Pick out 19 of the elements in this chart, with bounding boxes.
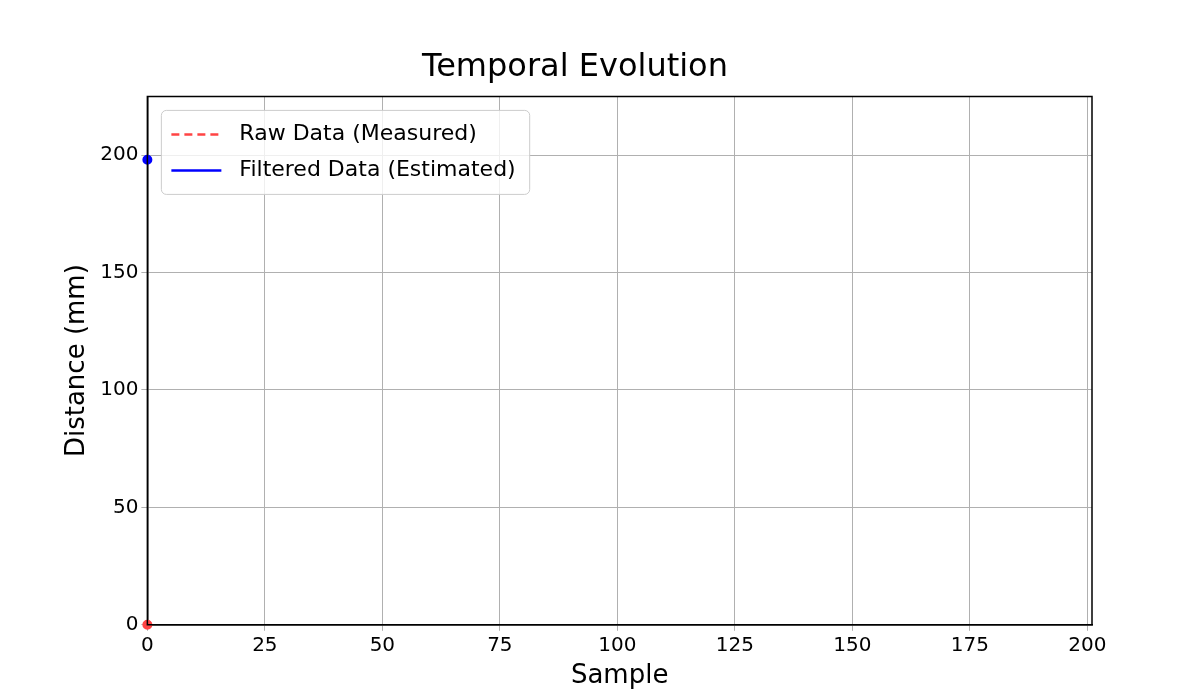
y-tick-label: 0 xyxy=(125,611,139,635)
x-tick-label: 75 xyxy=(487,632,513,656)
x-tick-label: 100 xyxy=(598,632,637,656)
y-tick-label: 200 xyxy=(100,141,139,166)
y-axis-title: Distance (mm) xyxy=(60,264,91,458)
x-tick-label: 150 xyxy=(833,632,872,656)
x-tick-label: 125 xyxy=(715,632,754,656)
x-axis-title: Sample xyxy=(570,659,669,690)
legend-label: Filtered Data (Estimated) xyxy=(239,156,516,182)
legend-label: Raw Data (Measured) xyxy=(239,120,477,146)
y-tick-label: 100 xyxy=(100,376,139,401)
x-tick-label: 175 xyxy=(950,632,989,656)
x-tick-label: 50 xyxy=(369,632,396,656)
chart-title: Temporal Evolution xyxy=(421,45,728,84)
y-tick-label: 50 xyxy=(112,493,139,518)
x-tick-label: 0 xyxy=(141,632,154,656)
y-tick-label: 150 xyxy=(100,258,139,283)
x-tick-label: 200 xyxy=(1068,632,1107,656)
x-tick-label: 25 xyxy=(252,632,278,656)
